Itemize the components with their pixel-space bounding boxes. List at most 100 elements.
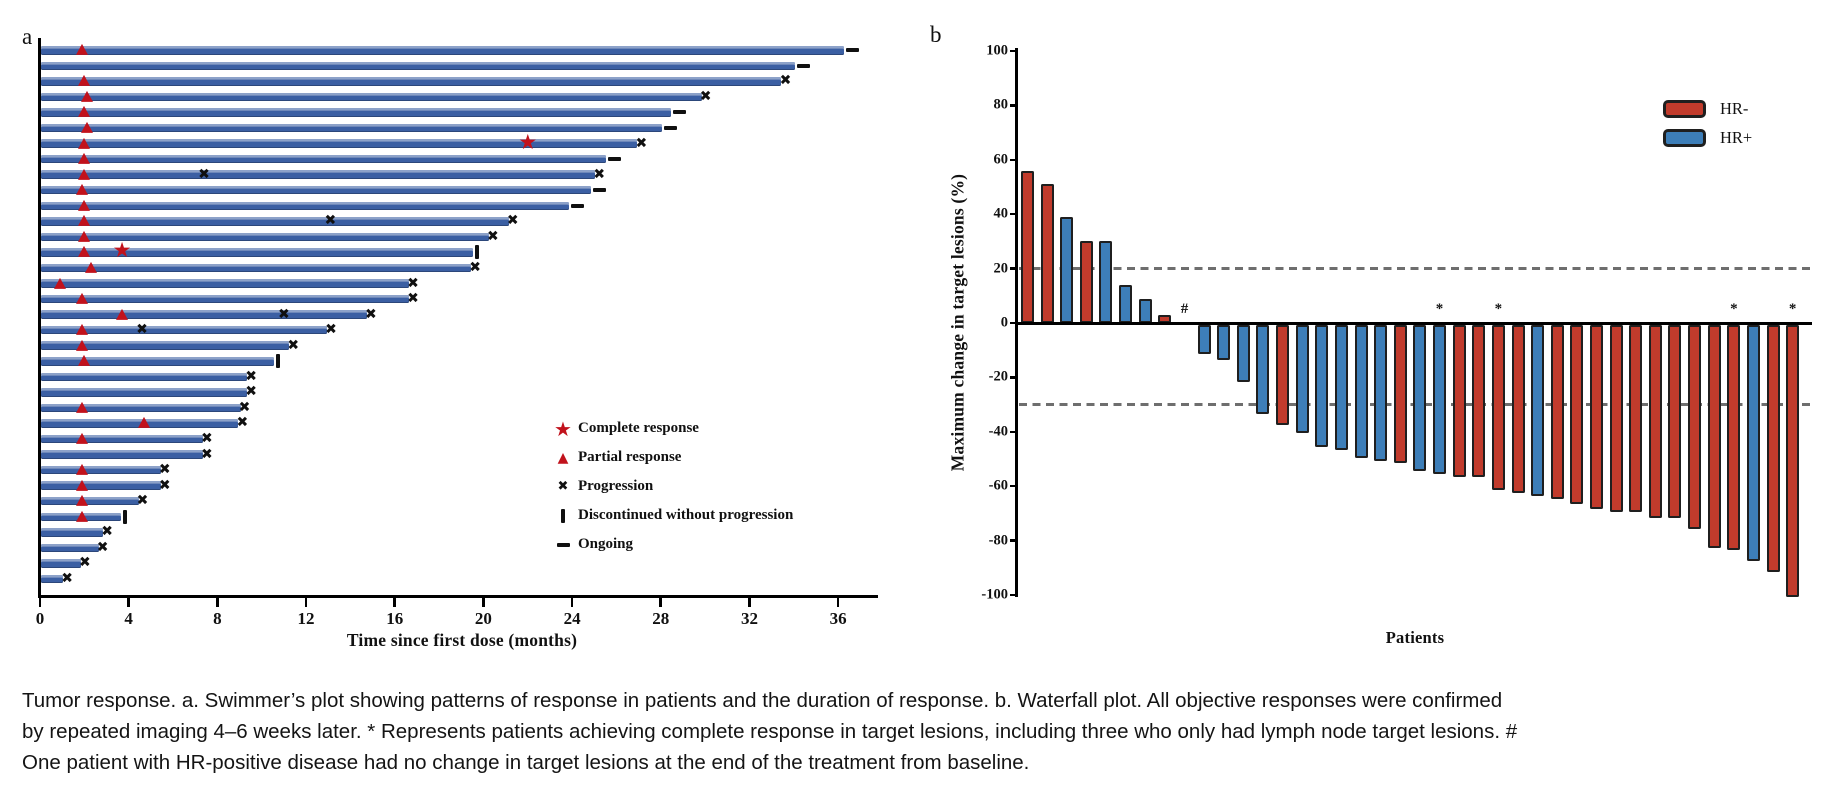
- waterfall-bar-hr-positive: [1413, 324, 1427, 472]
- patient-bar: [41, 481, 161, 490]
- patient-bar: [41, 77, 782, 86]
- partial-response-marker: [76, 401, 89, 413]
- swimmer-x-axis-line: [38, 595, 878, 598]
- ongoing-marker: [592, 188, 606, 193]
- progression-end-marker: ✖: [200, 430, 213, 447]
- patient-bar: [41, 465, 161, 475]
- legend-item-ongoing: Ongoing: [548, 530, 633, 559]
- patient-bar: [41, 559, 81, 568]
- waterfall-bar-hr-negative: [1629, 324, 1643, 513]
- y-tick-label: 60: [993, 151, 1009, 168]
- waterfall-y-axis-title: Maximum change in target lesions (%): [947, 173, 968, 472]
- complete-response-asterisk-annotation: *: [1788, 301, 1797, 317]
- progression-end-marker: ✖: [365, 306, 377, 323]
- legend-item-complete-response: ★ Complete response: [548, 414, 699, 443]
- patient-bar: [41, 496, 139, 506]
- waterfall-x-axis-title: Patients: [1385, 628, 1445, 647]
- progression-end-marker: ✖: [407, 290, 419, 307]
- waterfall-bar-hr-negative: [1688, 324, 1702, 529]
- partial-response-marker: [84, 261, 97, 273]
- waterfall-bar-hr-positive: [1119, 284, 1133, 323]
- no-change-hash-annotation: #: [1180, 301, 1189, 317]
- partial-response-triangle-icon: ▲: [557, 449, 569, 466]
- x-tick-label: 20: [474, 609, 492, 628]
- patient-bar: [41, 185, 591, 195]
- y-tick: [1010, 321, 1018, 325]
- patient-bar: [41, 528, 104, 537]
- waterfall-bar-hr-negative: [1040, 184, 1054, 323]
- patient-bar: [41, 248, 474, 257]
- x-tick: [216, 598, 219, 607]
- ongoing-marker: [608, 157, 622, 162]
- y-tick-label: 80: [993, 96, 1009, 113]
- progression-end-marker: ✖: [158, 477, 171, 494]
- patient-bar: [41, 263, 472, 273]
- x-tick-label: 36: [829, 609, 847, 628]
- hr-negative-swatch: [1663, 100, 1706, 118]
- waterfall-bar-hr-positive: [1374, 324, 1388, 461]
- y-tick-label: -100: [981, 586, 1008, 603]
- progression-end-marker: ✖: [699, 88, 712, 105]
- waterfall-bar-hr-negative: [1452, 324, 1466, 477]
- progression-end-marker: ✖: [593, 166, 606, 183]
- y-tick-label: -20: [988, 368, 1008, 385]
- patient-bar: [41, 139, 638, 148]
- x-tick: [393, 598, 396, 607]
- y-tick-label: 40: [993, 205, 1009, 222]
- partial-response-marker: [138, 417, 151, 429]
- ongoing-marker: [570, 203, 584, 208]
- patient-bar: [41, 543, 99, 553]
- patient-bar: [41, 434, 203, 444]
- progression-end-marker: ✖: [200, 446, 213, 463]
- x-tick-label: 4: [124, 609, 133, 628]
- swimmer-plot: ✖ ✖ ★ ✖ ✖ ✖ ✖ ✖ ✖ ★ ✖ ✖ ✖ ✖ ✖ ✖ ✖ ✖ ✖ ✖ ✖ ✖ ✖ ✖ ✖ ✖ ✖ ✖ ✖ ✖ ✖ 0 4 8 12 16 2…: [0, 0, 900, 680]
- legend-label: Progression: [578, 478, 654, 494]
- patient-bar: [41, 279, 410, 288]
- progression-end-marker: ✖: [158, 461, 171, 478]
- progression-end-marker: ✖: [245, 384, 258, 401]
- progression-end-marker: ✖: [287, 337, 300, 354]
- y-tick-label: 20: [993, 260, 1009, 277]
- partial-response-marker: [76, 184, 89, 196]
- waterfall-bar-hr-negative: [1393, 324, 1407, 464]
- complete-response-asterisk-annotation: *: [1494, 301, 1503, 317]
- discontinued-bar-icon: [548, 508, 578, 523]
- x-tick: [836, 598, 840, 607]
- progression-marker: ✖: [277, 306, 290, 323]
- partial-response-marker: [76, 432, 89, 444]
- legend-label: HR+: [1720, 128, 1753, 147]
- partial-response-marker: [78, 168, 91, 180]
- ongoing-marker: [845, 48, 859, 53]
- y-tick-label: 0: [1000, 314, 1008, 331]
- patient-bar: [41, 232, 489, 242]
- waterfall-bar-hr-negative: [1491, 324, 1505, 491]
- swimmer-x-axis-title: Time since first dose (months): [346, 630, 578, 650]
- waterfall-bar-hr-negative: [1648, 324, 1662, 518]
- x-tick-label: 8: [213, 609, 222, 628]
- x-tick-label: 28: [652, 609, 670, 628]
- partial-response-marker: [76, 339, 89, 351]
- waterfall-bar-hr-negative: [1668, 324, 1682, 518]
- progression-end-marker: ✖: [635, 135, 648, 152]
- partial-response-marker: [80, 90, 93, 102]
- waterfall-bar-hr-positive: [1334, 324, 1348, 450]
- patient-bar: [41, 341, 290, 350]
- y-tick: [1010, 484, 1018, 488]
- y-tick-label: -60: [988, 477, 1008, 494]
- y-tick-label: 100: [986, 42, 1008, 59]
- waterfall-bar-hr-positive: [1197, 324, 1211, 355]
- waterfall-bar-hr-negative: [1079, 241, 1093, 323]
- ongoing-marker: [672, 110, 686, 115]
- legend-label: Partial response: [578, 449, 682, 465]
- progression-end-marker: ✖: [325, 321, 337, 338]
- progression-end-marker: ✖: [469, 259, 481, 276]
- partial-response-marker: [76, 44, 89, 56]
- discontinued-marker: [475, 245, 480, 260]
- waterfall-bar-hr-negative: [1609, 324, 1623, 513]
- waterfall-bar-hr-positive: [1060, 216, 1074, 323]
- waterfall-bar-hr-negative: [1766, 324, 1780, 573]
- ongoing-marker: [663, 126, 677, 130]
- waterfall-bar-hr-positive: [1531, 324, 1545, 496]
- partial-response-marker: [78, 106, 91, 118]
- waterfall-bar-hr-positive: [1295, 324, 1309, 434]
